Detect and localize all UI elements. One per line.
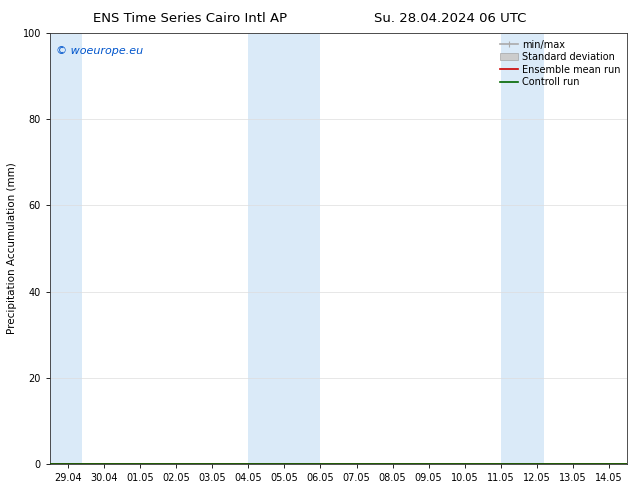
Y-axis label: Precipitation Accumulation (mm): Precipitation Accumulation (mm) — [7, 163, 17, 334]
Bar — [50, 33, 82, 464]
Text: ENS Time Series Cairo Intl AP: ENS Time Series Cairo Intl AP — [93, 12, 287, 25]
Text: Su. 28.04.2024 06 UTC: Su. 28.04.2024 06 UTC — [374, 12, 526, 25]
Bar — [501, 33, 544, 464]
Legend: min/max, Standard deviation, Ensemble mean run, Controll run: min/max, Standard deviation, Ensemble me… — [498, 38, 622, 89]
Text: © woeurope.eu: © woeurope.eu — [56, 46, 143, 56]
Bar — [249, 33, 320, 464]
